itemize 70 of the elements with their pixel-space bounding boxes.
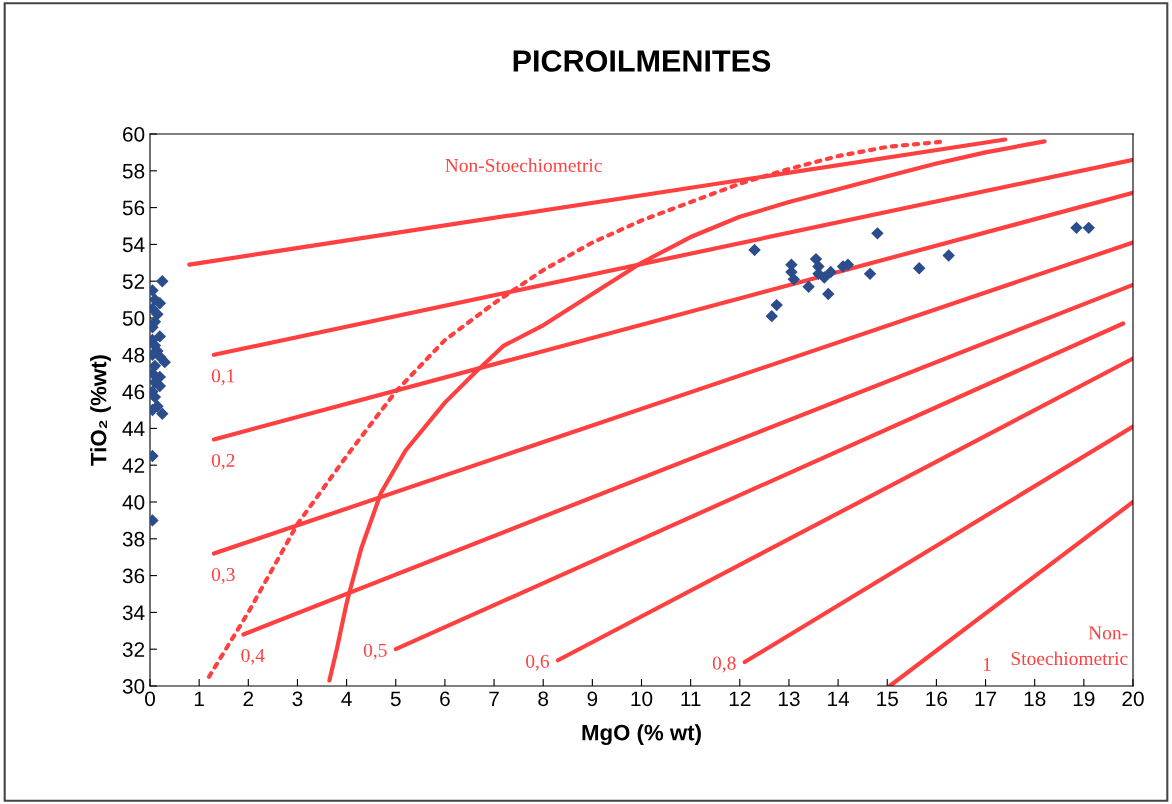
point [156, 274, 169, 288]
x-tick-label: 4 [341, 691, 352, 706]
y-tick-label: 32 [122, 642, 145, 657]
x-tick-label: 9 [587, 691, 598, 707]
x-tick-label: 19 [1073, 691, 1095, 707]
series-label: 0,3 [211, 567, 235, 584]
point [1082, 221, 1095, 235]
y-axis-title: TiO₂ (%wt) [90, 355, 111, 466]
y-tick-label: 50 [122, 311, 145, 326]
point [156, 407, 169, 420]
point [787, 273, 801, 286]
x-tick-label: 20 [1122, 691, 1144, 707]
y-tick-label: 40 [122, 495, 145, 510]
x-tick-label: 14 [828, 691, 850, 706]
x-tick-label: 11 [681, 691, 701, 706]
series-label: 1 [983, 657, 991, 671]
y-tick-label: 60 [123, 127, 145, 142]
point [871, 227, 884, 240]
point [822, 287, 835, 301]
point [153, 330, 167, 343]
point [912, 262, 926, 275]
point [942, 249, 955, 262]
x-axis-title: MgO (% wt) [582, 724, 701, 745]
x-tick-label: 2 [243, 691, 254, 706]
y-tick-label: 30 [122, 679, 145, 694]
series-label: 0,6 [526, 654, 550, 671]
series-label: 0,8 [712, 656, 736, 673]
y-tick-label: 36 [122, 568, 145, 584]
point [802, 280, 815, 293]
point [765, 309, 778, 323]
annotation: Non- Stoechiometric [1011, 626, 1128, 666]
y-tick-label: 38 [122, 531, 145, 547]
point [150, 359, 162, 373]
point [770, 298, 783, 312]
series-label: 0,5 [363, 643, 387, 660]
x-tick-label: 1 [194, 691, 204, 706]
point [863, 267, 877, 281]
x-tick-label: 3 [292, 691, 303, 707]
annotation: Non-Stoechiometric [445, 158, 602, 172]
point [824, 265, 837, 279]
x-tick-label: 6 [440, 691, 450, 707]
x-tick-label: 0 [145, 691, 155, 707]
point [153, 379, 167, 393]
point [153, 297, 167, 310]
y-tick-label: 54 [122, 237, 145, 253]
x-tick-label: 13 [778, 691, 800, 707]
chart-title: PICROILMENITES [513, 50, 771, 72]
point [748, 243, 761, 257]
y-tick-label: 34 [122, 605, 145, 621]
x-tick-label: 5 [390, 691, 401, 707]
series-label: 0,1 [211, 369, 235, 386]
x-tick-label: 8 [538, 691, 549, 707]
point [1070, 221, 1083, 235]
x-tick-label: 12 [729, 691, 751, 706]
y-tick-label: 58 [122, 163, 145, 179]
x-tick-label: 7 [489, 691, 499, 706]
y-tick-label: 46 [122, 384, 145, 400]
y-tick-label: 48 [122, 347, 145, 363]
y-tick-label: 52 [122, 274, 145, 289]
y-tick-label: 56 [122, 200, 145, 216]
series-label: 0,2 [211, 453, 235, 470]
series-label: 0,4 [241, 648, 265, 665]
y-tick-label: 42 [122, 458, 145, 473]
x-tick-label: 18 [1024, 691, 1046, 707]
x-tick-label: 17 [975, 691, 997, 706]
x-tick-label: 16 [926, 691, 948, 707]
y-tick-label: 44 [122, 421, 145, 436]
point [153, 350, 167, 363]
x-tick-label: 10 [631, 691, 653, 707]
x-tick-label: 15 [877, 691, 898, 707]
